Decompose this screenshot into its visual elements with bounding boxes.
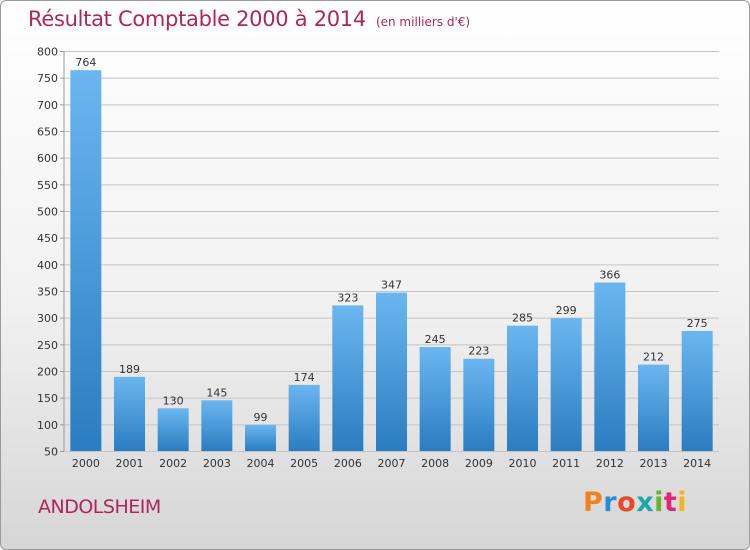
bar-value-label: 189 xyxy=(119,363,140,376)
x-tick-label: 2001 xyxy=(116,457,144,470)
x-tick-label: 2012 xyxy=(596,457,624,470)
y-tick-label: 450 xyxy=(37,232,58,245)
bar-2002[interactable] xyxy=(157,408,189,451)
bar-value-label: 347 xyxy=(381,279,402,292)
logo-letter: r xyxy=(603,487,618,518)
x-tick-label: 2005 xyxy=(290,457,318,470)
x-tick-label: 2009 xyxy=(465,457,493,470)
x-axis: 2000 2001 2002 2003 2004 2005 2006 2007 2008 2009… xyxy=(72,457,711,470)
commune-name: ANDOLSHEIM xyxy=(38,496,161,518)
y-tick-label: 500 xyxy=(37,206,58,219)
y-tick-label: 600 xyxy=(37,152,58,165)
bar-2014[interactable] xyxy=(681,331,713,451)
bar-value-label: 366 xyxy=(599,268,620,281)
bar-value-label: 99 xyxy=(254,411,268,424)
bar-2001[interactable] xyxy=(114,376,145,451)
x-tick-label: 2013 xyxy=(640,457,668,470)
bar-value-label: 174 xyxy=(294,371,315,384)
y-tick-label: 300 xyxy=(37,312,58,325)
x-tick-label: 2002 xyxy=(159,457,187,470)
bar-2011[interactable] xyxy=(550,318,582,451)
x-tick-label: 2000 xyxy=(72,457,100,470)
bar-2008[interactable] xyxy=(419,347,451,451)
bar-2006[interactable] xyxy=(332,305,364,451)
y-tick-label: 750 xyxy=(37,72,58,85)
logo-letter: i xyxy=(677,487,688,518)
y-tick-label: 350 xyxy=(37,286,58,299)
bar-value-label: 299 xyxy=(556,304,577,317)
x-tick-label: 2010 xyxy=(509,457,537,470)
bar-2000[interactable] xyxy=(70,70,102,451)
bars: 764 189 130 145 99 174 323 347 245 223 285 299 366 21… xyxy=(70,56,713,451)
y-tick-label: 650 xyxy=(37,126,58,139)
bar-2005[interactable] xyxy=(288,384,320,451)
y-tick-label: 100 xyxy=(37,419,58,432)
bar-value-label: 275 xyxy=(687,317,708,330)
bar-2004[interactable] xyxy=(245,424,276,451)
logo-letter: o xyxy=(617,487,637,518)
x-tick-label: 2006 xyxy=(334,457,362,470)
x-tick-label: 2003 xyxy=(203,457,231,470)
y-tick-label: 700 xyxy=(37,99,58,112)
x-tick-label: 2014 xyxy=(683,457,711,470)
logo-letter: t xyxy=(663,487,678,518)
bar-2007[interactable] xyxy=(376,292,407,451)
chart-title-text: Résultat Comptable 2000 à 2014 xyxy=(28,7,366,31)
bar-value-label: 145 xyxy=(206,386,227,399)
bar-2003[interactable] xyxy=(201,400,233,451)
x-tick-label: 2004 xyxy=(247,457,275,470)
bar-value-label: 212 xyxy=(643,351,664,364)
proxiti-logo[interactable]: Proxiti xyxy=(583,487,687,518)
bar-2010[interactable] xyxy=(507,325,538,451)
y-tick-label: 250 xyxy=(37,339,58,352)
logo-letter: i xyxy=(654,487,664,518)
bar-value-label: 245 xyxy=(425,333,446,346)
y-tick-label: 200 xyxy=(37,366,58,379)
bar-2009[interactable] xyxy=(463,358,495,451)
bar-value-label: 285 xyxy=(512,312,533,325)
y-tick-label: 50 xyxy=(44,446,58,459)
bar-value-label: 764 xyxy=(75,56,96,69)
chart-title: Résultat Comptable 2000 à 2014 (en millie… xyxy=(28,7,470,31)
y-tick-label: 800 xyxy=(37,46,58,59)
logo-letter: P xyxy=(583,487,604,518)
bar-2013[interactable] xyxy=(638,364,669,451)
bar-value-label: 323 xyxy=(337,291,358,304)
y-tick-label: 150 xyxy=(37,392,58,405)
x-tick-label: 2007 xyxy=(378,457,406,470)
bar-value-label: 130 xyxy=(163,394,184,407)
y-tick-label: 400 xyxy=(37,259,58,272)
bar-value-label: 223 xyxy=(468,345,489,358)
bar-2012[interactable] xyxy=(594,282,626,451)
x-tick-label: 2011 xyxy=(552,457,580,470)
y-tick-label: 550 xyxy=(37,179,58,192)
logo-letter: x xyxy=(636,487,655,518)
x-tick-label: 2008 xyxy=(421,457,449,470)
chart-subtitle: (en milliers d'€) xyxy=(375,15,471,29)
y-axis: 50 100 150 200 250 300 350 400 450 500 550 600 650 70… xyxy=(37,46,65,459)
